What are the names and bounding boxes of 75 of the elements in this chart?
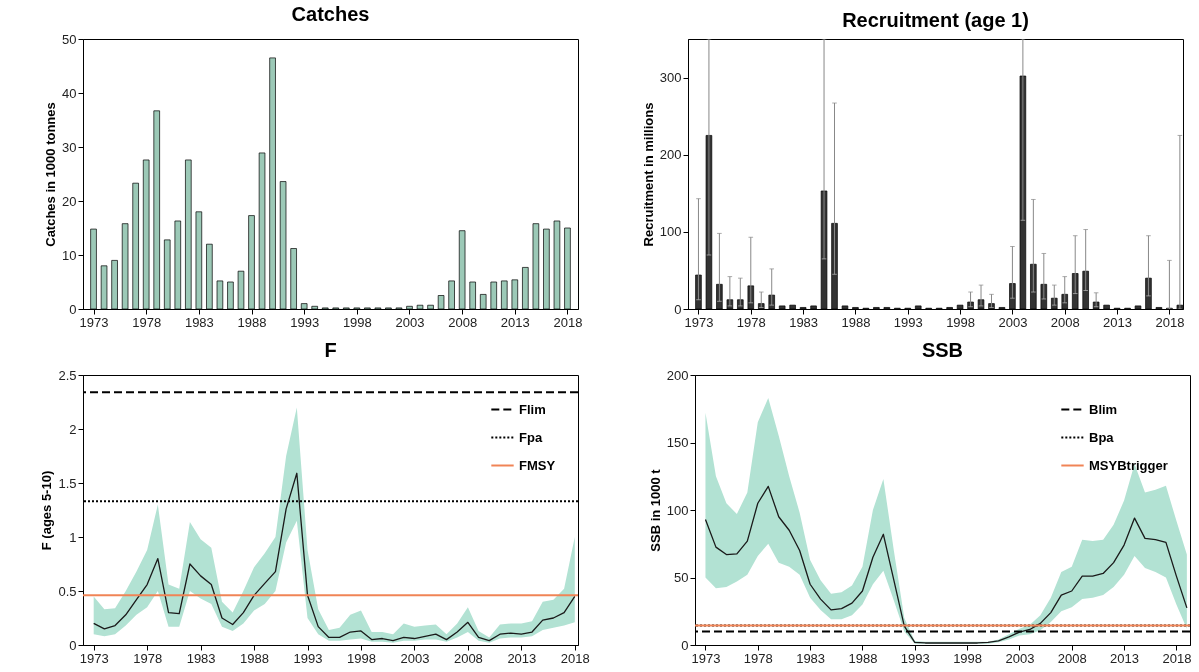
x-tick-label: 1978 — [133, 650, 163, 666]
x-tick-label: 1978 — [736, 314, 766, 330]
y-tick-label: 2 — [69, 421, 77, 437]
y-tick-label: 2.5 — [58, 367, 77, 383]
legend-label: Flim — [519, 401, 546, 417]
x-tick-label: 2003 — [998, 314, 1028, 330]
x-tick-label: 2018 — [560, 650, 590, 666]
x-tick-label: 1988 — [848, 650, 878, 666]
y-tick-label: 10 — [62, 247, 77, 263]
y-tick-label: 100 — [666, 502, 689, 518]
x-tick-label: 2013 — [507, 650, 537, 666]
x-tick-label: 2008 — [453, 650, 483, 666]
legend-label: Bpa — [1089, 429, 1115, 445]
y-axis-title: F (ages 5-10) — [39, 470, 55, 551]
chart-title: SSB — [921, 339, 964, 361]
y-tick-label: 150 — [666, 435, 689, 450]
x-tick-label: 1998 — [342, 314, 372, 330]
x-tick-label: 1998 — [946, 314, 976, 330]
y-tick-label: 50 — [62, 31, 77, 47]
y-tick-label: 300 — [659, 70, 682, 86]
y-axis-title: SSB in 1000 t — [647, 468, 663, 552]
x-tick-label: 1998 — [953, 650, 983, 666]
x-tick-label: 2013 — [1103, 314, 1133, 330]
x-tick-label: 1978 — [132, 314, 162, 330]
x-tick-label: 2008 — [1050, 314, 1080, 330]
y-tick-label: 1.5 — [58, 475, 77, 491]
x-tick-label: 2003 — [400, 650, 430, 666]
y-tick-label: 40 — [62, 85, 77, 101]
y-tick-label: 200 — [659, 147, 682, 163]
x-tick-label: 2013 — [500, 314, 530, 330]
x-tick-label: 1973 — [691, 650, 721, 666]
legend-label: Fpa — [519, 429, 543, 445]
x-tick-label: 1983 — [186, 650, 216, 666]
x-tick-label: 1998 — [347, 650, 376, 666]
x-tick-label: 2013 — [1110, 650, 1140, 666]
y-tick-label: 30 — [62, 139, 77, 155]
x-tick-label: 1983 — [796, 650, 826, 666]
chart-title: F — [324, 339, 337, 361]
x-tick-label: 1983 — [184, 314, 214, 330]
y-tick-label: 0.5 — [58, 583, 77, 599]
x-tick-label: 2018 — [1162, 650, 1192, 666]
x-tick-label: 1973 — [79, 314, 109, 330]
y-axis-title: Catches in 1000 tonnes — [43, 102, 59, 247]
legend-label: Blim — [1089, 401, 1118, 417]
y-tick-label: 100 — [659, 224, 682, 240]
x-tick-label: 1993 — [893, 314, 923, 330]
legend-label: FMSY — [519, 457, 556, 473]
x-tick-label: 1993 — [900, 650, 930, 666]
x-tick-label: 2008 — [448, 314, 478, 330]
y-tick-label: 20 — [62, 193, 77, 209]
x-tick-label: 1988 — [237, 314, 267, 330]
y-tick-label: 0 — [674, 301, 682, 317]
y-tick-label: 50 — [674, 570, 689, 585]
x-tick-label: 1983 — [789, 314, 819, 330]
y-tick-label: 1 — [69, 529, 77, 545]
legend-label: MSYBtrigger — [1089, 457, 1168, 473]
chart-title: Catches — [291, 3, 370, 25]
x-tick-label: 1993 — [293, 650, 323, 666]
x-tick-label: 1973 — [684, 314, 714, 330]
y-tick-label: 0 — [69, 637, 77, 653]
x-tick-label: 1988 — [240, 650, 270, 666]
y-tick-label: 0 — [69, 301, 77, 317]
y-tick-label: 200 — [666, 367, 689, 383]
x-tick-label: 1973 — [79, 650, 109, 666]
y-tick-label: 0 — [681, 637, 689, 653]
x-tick-label: 2018 — [1155, 314, 1185, 330]
x-tick-label: 1993 — [290, 314, 320, 330]
x-tick-label: 2003 — [1005, 650, 1035, 666]
x-tick-label: 1978 — [743, 650, 773, 666]
x-tick-label: 2003 — [395, 314, 425, 330]
x-tick-label: 2018 — [553, 314, 583, 330]
x-tick-label: 1988 — [841, 314, 871, 330]
y-axis-title: Recruitment in millions — [640, 102, 656, 247]
x-tick-label: 2008 — [1057, 650, 1087, 666]
chart-title: Recruitment (age 1) — [842, 9, 1029, 31]
